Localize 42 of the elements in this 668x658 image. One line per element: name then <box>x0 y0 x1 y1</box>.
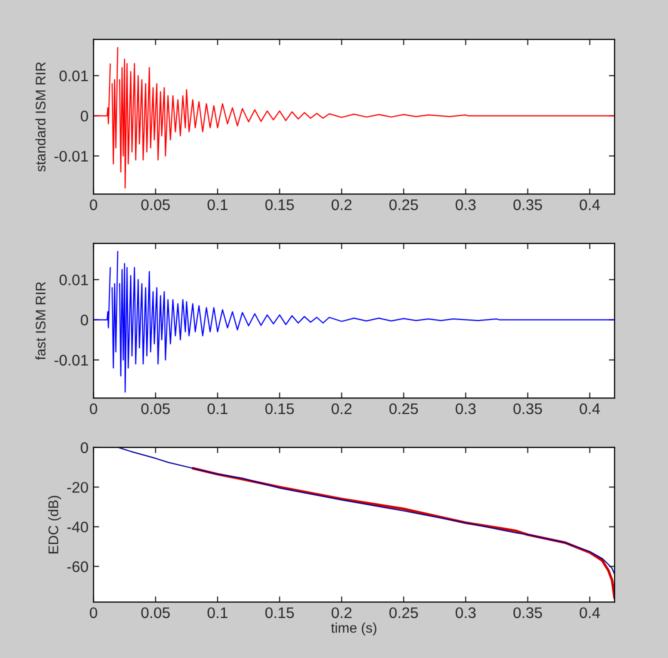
x-tick-label: 0.15 <box>265 607 294 618</box>
y-tick-label: 0 <box>80 110 88 122</box>
x-tick-label: 0.25 <box>389 607 418 618</box>
x-tick-label: 0.05 <box>141 607 170 618</box>
line-series <box>118 447 615 575</box>
y-tick-label: -0.01 <box>54 150 88 162</box>
x-tick-label: 0.35 <box>513 607 542 618</box>
x-tick-label: 0.4 <box>580 403 600 414</box>
y-axis-title: EDC (dB) <box>48 496 62 554</box>
x-tick-label: 0.35 <box>513 199 542 210</box>
x-tick-label: 0.4 <box>580 607 600 618</box>
x-tick-label: 0 <box>90 607 98 618</box>
x-tick-label: 0.2 <box>332 607 352 618</box>
x-tick-label: 0.35 <box>513 403 542 414</box>
x-tick-label: 0 <box>90 199 98 210</box>
x-tick-label: 0.25 <box>389 403 418 414</box>
y-tick-label: 0 <box>80 314 88 326</box>
x-tick-label: 0.1 <box>208 199 228 210</box>
x-tick-label: 0 <box>90 403 98 414</box>
x-tick-label: 0.1 <box>208 403 228 414</box>
x-tick-label: 0.3 <box>456 199 476 210</box>
y-tick-label: 0.01 <box>60 274 88 286</box>
y-tick-label: 0 <box>80 442 88 454</box>
y-tick-label: -40 <box>67 522 88 532</box>
y-tick-label: -60 <box>67 561 88 572</box>
x-tick-label: 0.15 <box>265 199 294 210</box>
y-axis-title: fast ISM RIR <box>35 282 46 360</box>
x-tick-label: 0.3 <box>456 403 476 414</box>
x-tick-label: 0.05 <box>141 199 170 210</box>
x-tick-label: 0.2 <box>332 403 352 414</box>
x-tick-label: 0.2 <box>332 199 352 210</box>
y-axis-title: standard ISM RIR <box>35 62 46 172</box>
x-tick-label: 0.4 <box>580 199 600 210</box>
x-tick-label: 0.25 <box>389 199 418 210</box>
y-tick-label: 0.01 <box>60 70 88 82</box>
x-axis-title: time (s) <box>331 622 376 636</box>
x-tick-label: 0.05 <box>141 403 170 414</box>
x-tick-label: 0.15 <box>265 403 294 414</box>
x-tick-label: 0.1 <box>208 607 228 618</box>
y-tick-label: -20 <box>67 482 88 493</box>
y-tick-label: -0.01 <box>54 354 88 366</box>
x-tick-label: 0.3 <box>456 607 476 618</box>
